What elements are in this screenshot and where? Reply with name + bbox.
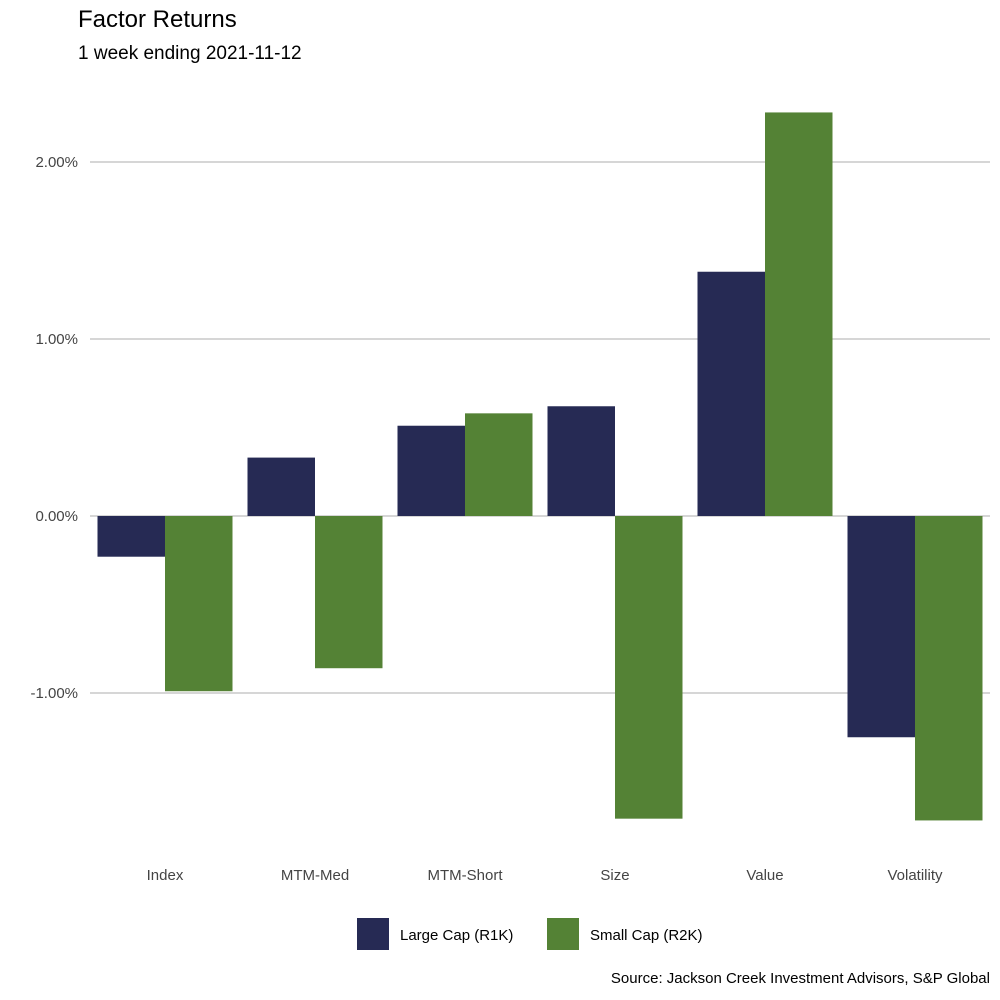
bar-volatility-large-cap bbox=[847, 516, 915, 738]
y-tick-label: 1.00% bbox=[35, 331, 78, 348]
bar-index-small-cap bbox=[165, 516, 233, 692]
bar-size-large-cap bbox=[547, 406, 615, 516]
legend-swatch-small-cap bbox=[547, 918, 579, 950]
x-tick-label: Volatility bbox=[887, 867, 943, 884]
legend-swatch-large-cap bbox=[357, 918, 389, 950]
bar-volatility-small-cap bbox=[915, 516, 983, 821]
y-tick-label: 2.00% bbox=[35, 154, 78, 171]
bar-size-small-cap bbox=[615, 516, 683, 819]
bar-mtm-med-large-cap bbox=[247, 457, 315, 516]
x-tick-label: MTM-Med bbox=[281, 867, 349, 884]
legend-label: Small Cap (R2K) bbox=[590, 927, 703, 944]
y-tick-label: -1.00% bbox=[30, 685, 78, 702]
x-tick-label: Index bbox=[147, 867, 184, 884]
x-tick-label: MTM-Short bbox=[428, 867, 504, 884]
x-tick-label: Size bbox=[600, 867, 629, 884]
bar-mtm-short-small-cap bbox=[465, 413, 533, 516]
chart-subtitle: 1 week ending 2021-11-12 bbox=[78, 43, 302, 64]
bar-index-large-cap bbox=[97, 516, 165, 557]
bar-mtm-short-large-cap bbox=[397, 425, 465, 516]
bar-value-small-cap bbox=[765, 112, 833, 516]
y-tick-label: 0.00% bbox=[35, 508, 78, 525]
bar-value-large-cap bbox=[697, 271, 765, 516]
chart-title: Factor Returns bbox=[78, 6, 237, 33]
chart-caption: Source: Jackson Creek Investment Advisor… bbox=[610, 970, 990, 987]
bar-mtm-med-small-cap bbox=[315, 516, 383, 669]
x-tick-label: Value bbox=[746, 867, 783, 884]
legend-label: Large Cap (R1K) bbox=[400, 927, 513, 944]
